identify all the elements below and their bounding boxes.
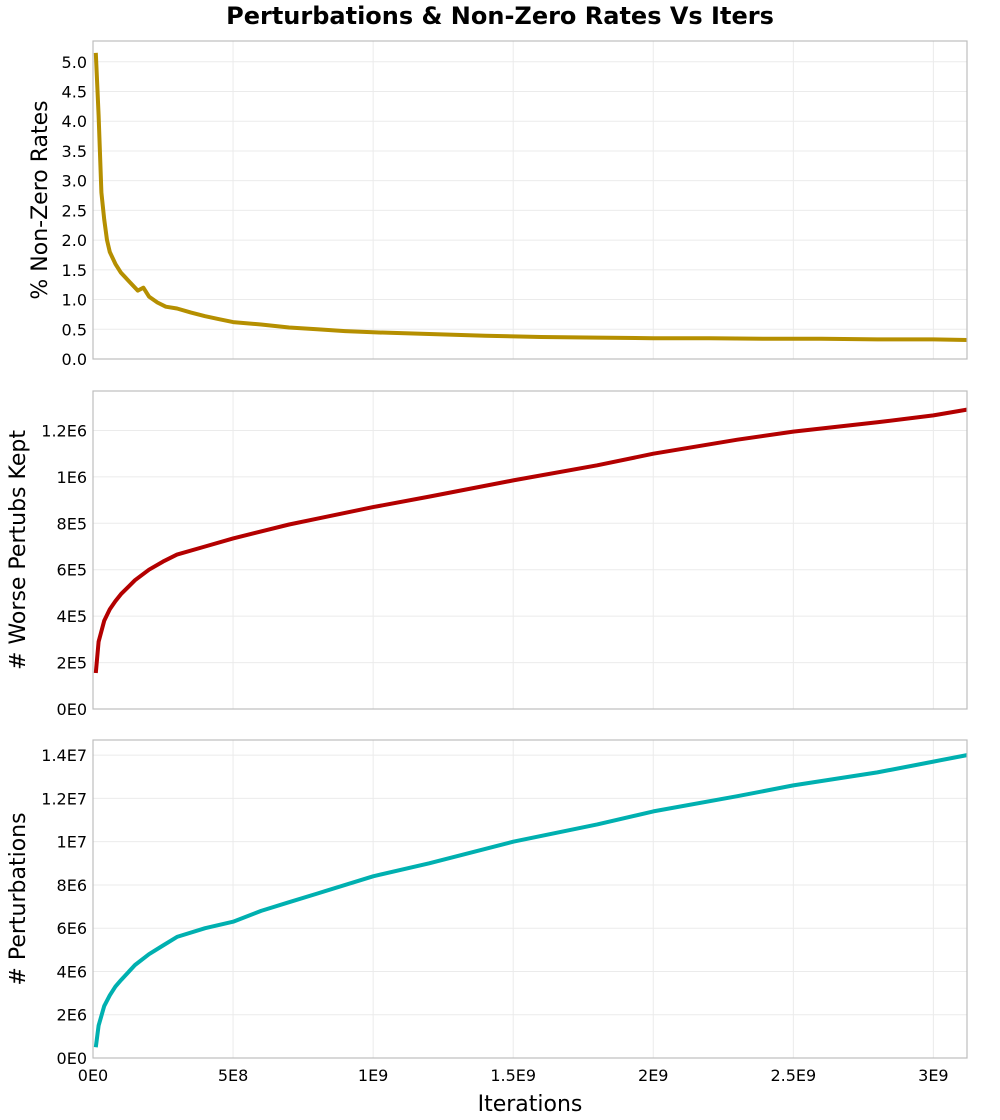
y-tick-label: 2.0 — [62, 231, 87, 250]
x-tick-label: 0E0 — [78, 1066, 108, 1085]
y-tick-label: 0E0 — [57, 1049, 87, 1068]
data-series-line — [93, 753, 968, 1048]
y-tick-label: 3.0 — [62, 172, 87, 191]
x-tick-label: 2.5E9 — [770, 1066, 816, 1085]
y-tick-label: 2E6 — [57, 1006, 87, 1025]
plot-frame — [92, 390, 968, 710]
panel-2: 0E0 2E5 4E5 6E5 8E5 1E6 1.2E6 # Worse Pertubs K… — [6, 390, 968, 719]
x-tick-label: 1.5E9 — [490, 1066, 536, 1085]
data-series-line — [93, 52, 968, 342]
x-tick-label: 3E9 — [918, 1066, 948, 1085]
x-tick-label: 1E9 — [358, 1066, 388, 1085]
y-tick-label: 1E6 — [57, 468, 87, 487]
y-tick-label: 4E5 — [57, 607, 87, 626]
y-tick-label: 0.5 — [62, 320, 87, 339]
plot-frame — [92, 739, 968, 1059]
y-tick-label: 5.0 — [62, 53, 87, 72]
chart-title: Perturbations & Non-Zero Rates Vs Iters — [226, 2, 774, 30]
data-series-line — [93, 407, 968, 674]
y-tick-label: 3.5 — [62, 142, 87, 161]
x-tick-label: 5E8 — [218, 1066, 248, 1085]
y-tick-label: 2E5 — [57, 654, 87, 673]
y-tick-label: 6E5 — [57, 561, 87, 580]
x-tick-label: 2E9 — [638, 1066, 668, 1085]
y-tick-label: 4E6 — [57, 962, 87, 981]
panel-3: 0E0 2E6 4E6 6E6 8E6 1E7 1.2E7 1.4E7 # Perturbati… — [6, 739, 968, 1068]
y-tick-label: 1.0 — [62, 291, 87, 310]
x-axis-label: Iterations — [478, 1092, 583, 1117]
y-tick-label: 0.0 — [62, 350, 87, 369]
panel-1: 0.0 0.5 1.0 1.5 2.0 2.5 3.0 3.5 4.0 4.5 5.0 % Non-Z… — [28, 40, 968, 369]
y-tick-label: 1.4E7 — [41, 746, 87, 765]
y-tick-label: 1E7 — [57, 833, 87, 852]
y-tick-label: 6E6 — [57, 919, 87, 938]
y-tick-label: 8E6 — [57, 876, 87, 895]
y-tick-label: 8E5 — [57, 514, 87, 533]
plot-frame — [92, 40, 968, 360]
y-tick-label: 1.2E6 — [41, 421, 87, 440]
y-tick-label: 1.2E7 — [41, 789, 87, 808]
y-axis-label: # Perturbations — [6, 812, 31, 985]
y-tick-label: 0E0 — [57, 700, 87, 719]
y-axis-label: % Non-Zero Rates — [28, 100, 53, 299]
y-tick-label: 2.5 — [62, 201, 87, 220]
y-axis-label: # Worse Pertubs Kept — [6, 430, 31, 670]
y-tick-label: 4.0 — [62, 112, 87, 131]
y-tick-label: 1.5 — [62, 261, 87, 280]
y-tick-label: 4.5 — [62, 83, 87, 102]
